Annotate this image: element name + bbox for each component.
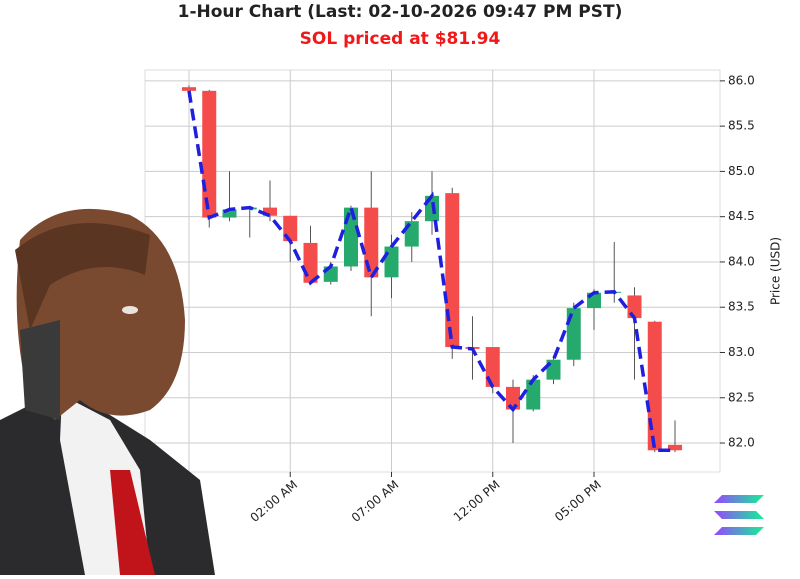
- candle-body: [506, 386, 520, 410]
- y-tick-label: 84.5: [728, 209, 755, 223]
- candle-body: [445, 193, 460, 348]
- candle-body: [222, 209, 237, 218]
- y-tick-label: 83.5: [728, 300, 755, 314]
- person-illustration: [0, 208, 215, 575]
- y-tick-label: 86.0: [728, 73, 755, 87]
- close-line: [187, 90, 675, 453]
- y-tick-label: 84.0: [728, 254, 755, 268]
- candle-body: [668, 444, 682, 451]
- y-tick-label: 85.5: [728, 119, 755, 133]
- chart-subtitle: SOL priced at $81.94: [300, 29, 501, 49]
- y-axis-label: Price (USD): [769, 237, 783, 305]
- solana-logo: [714, 495, 764, 535]
- candle-body: [526, 379, 541, 410]
- y-tick-label: 83.0: [728, 345, 755, 359]
- y-tick-label: 85.0: [728, 164, 755, 178]
- y-tick-label: 82.0: [728, 436, 755, 450]
- candle-body: [182, 87, 196, 91]
- chart-title: 1-Hour Chart (Last: 02-10-2026 09:47 PM …: [178, 2, 623, 22]
- candle-body: [263, 207, 277, 216]
- y-tick-label: 82.5: [728, 390, 755, 404]
